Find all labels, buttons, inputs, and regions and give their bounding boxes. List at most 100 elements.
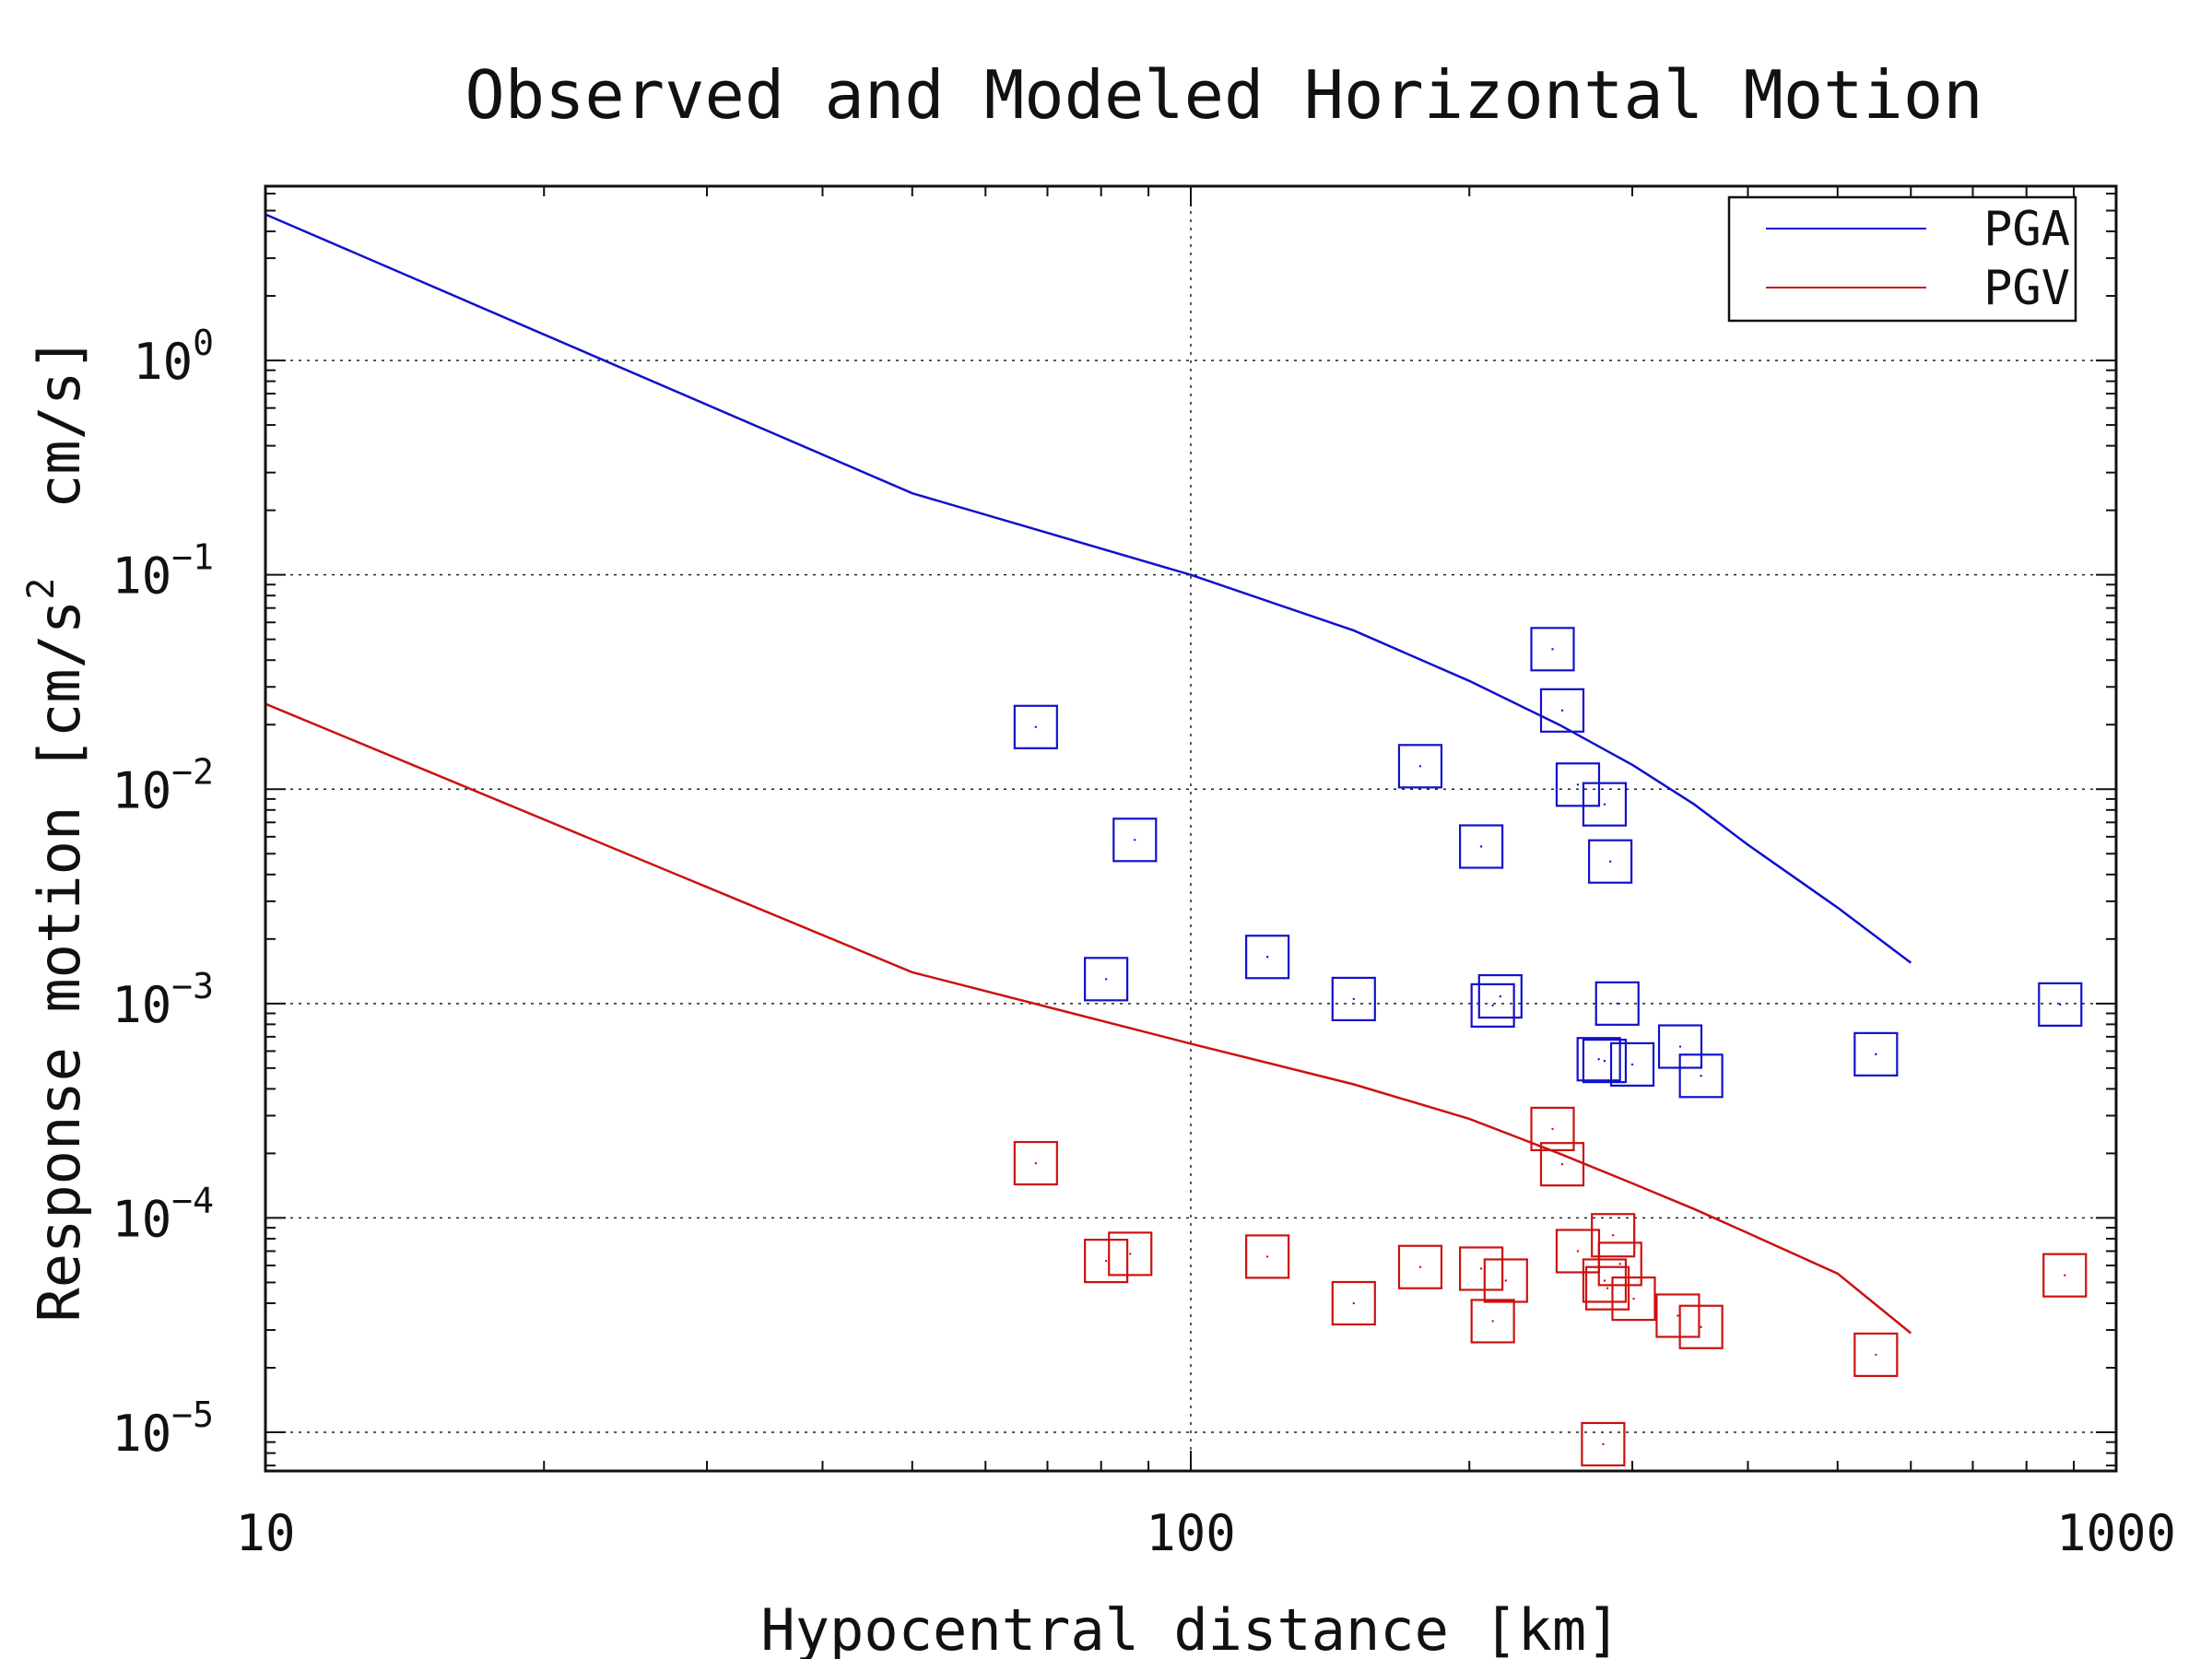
- marker-0-15: [1582, 1038, 1628, 1084]
- marker-1-9: [1530, 1106, 1575, 1152]
- marker-dot-1-17: [1677, 1314, 1679, 1317]
- marker-dot-0-18: [1678, 1045, 1682, 1048]
- marker-1-20: [2042, 1253, 2088, 1298]
- y-axis-title-sup: 2: [20, 578, 63, 600]
- y-axis-title-main: Response motion [cm/s: [26, 600, 93, 1323]
- marker-1-21: [1581, 1421, 1626, 1467]
- markers: [1013, 627, 2088, 1467]
- marker-1-6: [1459, 1246, 1504, 1291]
- marker-dot-1-4: [1352, 1301, 1355, 1305]
- y-tick-label-0: 100: [133, 323, 214, 391]
- marker-0-21: [2038, 982, 2083, 1027]
- y-tick-label-1: 10−1: [112, 537, 214, 606]
- marker-dot-0-21: [2059, 1003, 2062, 1006]
- marker-dot-1-16: [1632, 1297, 1635, 1300]
- marker-0-10: [1539, 688, 1585, 733]
- marker-1-10: [1539, 1142, 1585, 1187]
- marker-1-12: [1582, 1258, 1628, 1303]
- x-tick-label-0: 10: [235, 1504, 295, 1562]
- x-tick-label-2: 1000: [2056, 1504, 2176, 1562]
- marker-dot-0-3: [1265, 956, 1269, 959]
- marker-0-3: [1245, 935, 1290, 980]
- marker-1-4: [1331, 1280, 1376, 1326]
- marker-dot-1-0: [1034, 1161, 1038, 1165]
- marker-0-9: [1530, 627, 1575, 672]
- marker-1-17: [1655, 1293, 1700, 1338]
- marker-1-13: [1584, 1265, 1630, 1311]
- marker-1-3: [1245, 1234, 1290, 1279]
- marker-dot-1-9: [1551, 1127, 1554, 1131]
- marker-dot-0-16: [1616, 1002, 1618, 1006]
- marker-dot-1-11: [1576, 1250, 1580, 1253]
- marker-0-17: [1609, 1041, 1655, 1088]
- marker-1-14: [1591, 1213, 1636, 1258]
- marker-dot-1-21: [1602, 1442, 1605, 1446]
- legend-box: [1727, 195, 2077, 323]
- legend-label-pgv: PGV: [1983, 261, 2070, 316]
- marker-0-12: [1582, 782, 1628, 827]
- marker-dot-1-19: [1875, 1353, 1877, 1357]
- marker-dot-1-6: [1479, 1267, 1483, 1270]
- marker-dot-1-20: [2064, 1274, 2066, 1277]
- marker-1-2: [1108, 1231, 1153, 1277]
- marker-1-15: [1597, 1241, 1642, 1287]
- marker-dot-0-4: [1352, 997, 1355, 1001]
- marker-0-19: [1678, 1053, 1724, 1099]
- marker-1-5: [1397, 1244, 1443, 1289]
- marker-dot-0-5: [1418, 765, 1422, 768]
- series-line-pgv: [265, 702, 1912, 1335]
- marker-0-4: [1331, 976, 1376, 1022]
- marker-0-5: [1397, 744, 1443, 789]
- marker-dot-0-20: [1875, 1053, 1877, 1056]
- marker-1-19: [1853, 1332, 1899, 1377]
- marker-dot-0-13: [1608, 860, 1612, 863]
- marker-dot-0-1: [1134, 839, 1136, 841]
- y-axis-title-tail: cm/s]: [26, 336, 93, 577]
- marker-dot-1-13: [1606, 1287, 1609, 1289]
- marker-dot-0-0: [1034, 725, 1038, 728]
- marker-dot-1-15: [1618, 1263, 1621, 1265]
- marker-dot-1-8: [1504, 1279, 1508, 1282]
- marker-dot-0-7: [1491, 1004, 1494, 1007]
- marker-dot-1-10: [1560, 1162, 1564, 1166]
- marker-0-13: [1588, 839, 1633, 884]
- marker-dot-1-1: [1104, 1259, 1108, 1263]
- marker-dot-0-2: [1104, 978, 1108, 981]
- plot-area: [265, 213, 1912, 1335]
- marker-dot-0-14: [1597, 1058, 1600, 1061]
- marker-0-1: [1112, 818, 1158, 863]
- marker-dot-1-12: [1603, 1279, 1606, 1282]
- marker-1-0: [1013, 1140, 1058, 1186]
- marker-dot-0-8: [1499, 994, 1501, 998]
- y-tick-label-5: 10−5: [112, 1394, 214, 1463]
- marker-dot-1-3: [1265, 1255, 1269, 1258]
- marker-0-0: [1013, 704, 1058, 749]
- y-tick-label-3: 10−3: [112, 966, 214, 1034]
- x-tick-labels: 10 100 1000: [235, 1504, 2176, 1562]
- marker-dot-0-6: [1479, 845, 1483, 848]
- marker-dot-0-11: [1576, 783, 1580, 786]
- y-tick-label-2: 10−2: [112, 751, 214, 819]
- marker-1-18: [1678, 1304, 1724, 1349]
- y-tick-labels: 100 10−1 10−2 10−3 10−4 10−5: [112, 323, 214, 1463]
- x-tick-label-1: 100: [1146, 1504, 1236, 1562]
- marker-1-1: [1084, 1239, 1129, 1284]
- marker-0-16: [1594, 981, 1640, 1026]
- marker-dot-0-10: [1560, 709, 1564, 712]
- grid: [265, 186, 2116, 1471]
- series-line-pga: [265, 213, 1912, 964]
- marker-dot-1-5: [1418, 1265, 1422, 1268]
- marker-dot-0-9: [1551, 648, 1554, 651]
- x-axis-title: Hypocentral distance [km]: [760, 1596, 1620, 1659]
- marker-1-8: [1483, 1258, 1528, 1303]
- marker-0-7: [1470, 982, 1515, 1028]
- marker-0-20: [1853, 1031, 1899, 1077]
- marker-dot-0-15: [1603, 1059, 1606, 1063]
- y-axis-title: Response motion [cm/s2 cm/s]: [20, 336, 93, 1322]
- marker-dot-0-12: [1603, 803, 1606, 806]
- marker-1-7: [1470, 1299, 1515, 1344]
- marker-0-11: [1555, 762, 1601, 807]
- legend-label-pga: PGA: [1983, 202, 2070, 257]
- ticks: [265, 186, 2116, 1471]
